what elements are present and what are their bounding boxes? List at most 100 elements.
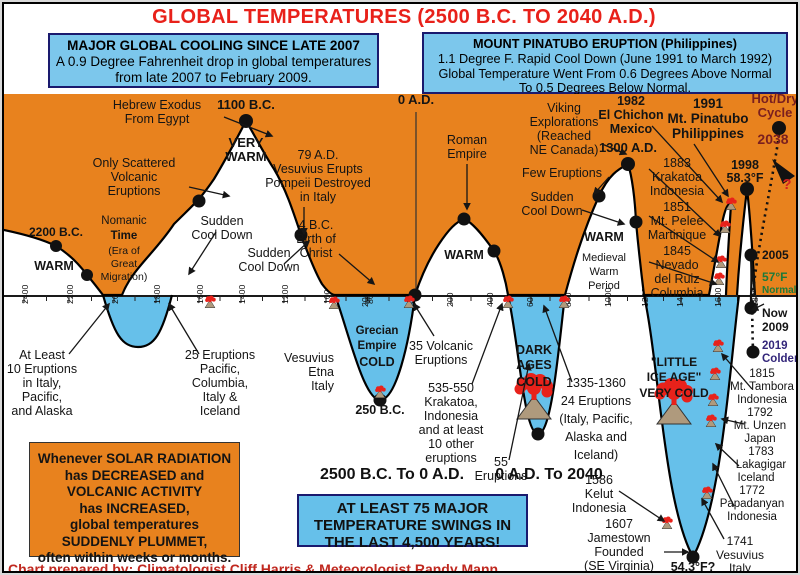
- svg-text:2038: 2038: [757, 131, 788, 147]
- svg-text:(Italy, Pacific,: (Italy, Pacific,: [559, 412, 632, 426]
- svg-text:WARM: WARM: [444, 248, 484, 262]
- svg-text:Italy &: Italy &: [203, 390, 238, 404]
- svg-text:Great: Great: [111, 258, 137, 270]
- svg-text:1741: 1741: [727, 534, 754, 548]
- svg-text:Indonesia: Indonesia: [727, 511, 777, 523]
- svg-text:1600: 1600: [195, 285, 205, 304]
- svg-text:VERY: VERY: [229, 135, 264, 150]
- svg-text:Migration): Migration): [101, 271, 148, 283]
- svg-text:Pacific,: Pacific,: [200, 362, 240, 376]
- svg-text:400: 400: [485, 292, 495, 307]
- svg-text:Explorations: Explorations: [530, 115, 599, 129]
- svg-text:1792: 1792: [747, 407, 773, 419]
- svg-text:WARM: WARM: [34, 259, 74, 273]
- svg-text:Philippines: Philippines: [672, 126, 744, 141]
- svg-text:Hebrew Exodus: Hebrew Exodus: [113, 98, 201, 112]
- svg-text:Sudden: Sudden: [530, 190, 573, 204]
- svg-text:1400: 1400: [237, 285, 247, 304]
- svg-text:Warm: Warm: [590, 266, 619, 278]
- svg-text:and at least: and at least: [419, 423, 484, 437]
- svg-text:Empire: Empire: [447, 147, 487, 161]
- svg-text:2400: 2400: [20, 285, 30, 304]
- svg-text:Period: Period: [588, 280, 620, 292]
- svg-text:Viking: Viking: [547, 101, 581, 115]
- svg-text:58.3°F: 58.3°F: [727, 171, 764, 185]
- svg-text:Lakagigar: Lakagigar: [736, 459, 787, 471]
- svg-text:200: 200: [445, 292, 455, 307]
- svg-text:2009: 2009: [762, 320, 789, 334]
- svg-text:1851: 1851: [663, 200, 691, 214]
- svg-text:Kelut: Kelut: [585, 487, 614, 501]
- svg-text:Hot/Dry: Hot/Dry: [752, 91, 798, 106]
- svg-text:1100 B.C.: 1100 B.C.: [217, 97, 275, 112]
- svg-text:WARM: WARM: [584, 230, 624, 244]
- svg-text:Pacific,: Pacific,: [22, 390, 62, 404]
- svg-text:El Chichon: El Chichon: [598, 108, 663, 122]
- svg-text:Iceland: Iceland: [737, 472, 774, 484]
- svg-text:10 Eruptions: 10 Eruptions: [7, 362, 77, 376]
- svg-text:4 B.C.: 4 B.C.: [299, 218, 334, 232]
- svg-text:Roman: Roman: [447, 133, 487, 147]
- svg-text:1783: 1783: [748, 446, 774, 458]
- svg-text:Cycle: Cycle: [758, 105, 793, 120]
- svg-text:in Italy,: in Italy,: [23, 376, 62, 390]
- svg-text:Mt. Pelee: Mt. Pelee: [651, 214, 704, 228]
- svg-text:Founded: Founded: [594, 545, 643, 559]
- svg-text:Cool Down: Cool Down: [238, 260, 299, 274]
- svg-text:1600: 1600: [713, 288, 723, 307]
- svg-text:1300 A.D.: 1300 A.D.: [599, 140, 657, 155]
- svg-text:"LITTLE: "LITTLE: [651, 355, 697, 369]
- svg-text:(Reached: (Reached: [537, 129, 591, 143]
- svg-text:Krakatoa: Krakatoa: [652, 170, 702, 184]
- svg-text:del Ruiz: del Ruiz: [654, 272, 699, 286]
- svg-text:AGES: AGES: [516, 358, 551, 372]
- svg-text:Birth of: Birth of: [296, 232, 336, 246]
- svg-text:Empire: Empire: [358, 340, 397, 352]
- svg-text:Nevado: Nevado: [655, 258, 698, 272]
- svg-text:Pompeii Destroyed: Pompeii Destroyed: [265, 176, 371, 190]
- svg-text:COLD: COLD: [359, 355, 394, 369]
- svg-text:Papadanyan: Papadanyan: [720, 498, 785, 510]
- svg-text:Eruptions: Eruptions: [108, 184, 161, 198]
- svg-text:DARK: DARK: [516, 343, 552, 357]
- svg-text:10 other: 10 other: [428, 437, 474, 451]
- svg-text:Columbia: Columbia: [651, 286, 704, 300]
- svg-text:Mexico: Mexico: [610, 122, 653, 136]
- svg-text:0 A.D.: 0 A.D.: [398, 92, 434, 107]
- svg-text:Vesuvius Erupts: Vesuvius Erupts: [273, 162, 363, 176]
- svg-text:1800: 1800: [152, 285, 162, 304]
- svg-text:and Alaska: and Alaska: [11, 404, 72, 418]
- svg-text:Colder: Colder: [762, 353, 798, 365]
- svg-text:Volcanic: Volcanic: [111, 170, 158, 184]
- svg-text:Japan: Japan: [744, 433, 775, 445]
- svg-text:2005: 2005: [762, 248, 789, 262]
- svg-text:Indonesia: Indonesia: [424, 409, 478, 423]
- svg-text:(Era of: (Era of: [108, 245, 140, 257]
- svg-text:Mt. Unzen: Mt. Unzen: [734, 420, 786, 432]
- svg-text:Vesuvius: Vesuvius: [716, 548, 764, 562]
- svg-text:Cool Down: Cool Down: [521, 204, 582, 218]
- svg-text:Iceland): Iceland): [574, 448, 618, 462]
- svg-text:Jamestown: Jamestown: [587, 531, 650, 545]
- svg-text:25 Eruptions: 25 Eruptions: [185, 348, 255, 362]
- svg-text:VERY COLD: VERY COLD: [639, 386, 709, 400]
- svg-text:57°F: 57°F: [762, 270, 787, 284]
- svg-text:Normal: Normal: [762, 285, 797, 296]
- svg-text:ICE AGE": ICE AGE": [647, 370, 702, 384]
- svg-text:1815: 1815: [749, 368, 775, 380]
- svg-text:79 A.D.: 79 A.D.: [298, 148, 339, 162]
- svg-text:Mt. Pinatubo: Mt. Pinatubo: [668, 111, 749, 126]
- svg-text:Medieval: Medieval: [582, 252, 626, 264]
- svg-text:1998: 1998: [731, 158, 759, 172]
- svg-text:COLD: COLD: [516, 375, 551, 389]
- svg-text:1883: 1883: [663, 156, 691, 170]
- svg-text:1991: 1991: [693, 96, 724, 111]
- svg-text:Cool Down: Cool Down: [191, 228, 252, 242]
- svg-text:Sudden: Sudden: [247, 246, 290, 260]
- svg-text:Iceland: Iceland: [200, 404, 240, 418]
- svg-text:in Italy: in Italy: [300, 190, 337, 204]
- svg-text:Grecian: Grecian: [356, 325, 399, 337]
- svg-text:535-550: 535-550: [428, 381, 474, 395]
- svg-text:1200: 1200: [280, 285, 290, 304]
- svg-text:Alaska and: Alaska and: [565, 430, 627, 444]
